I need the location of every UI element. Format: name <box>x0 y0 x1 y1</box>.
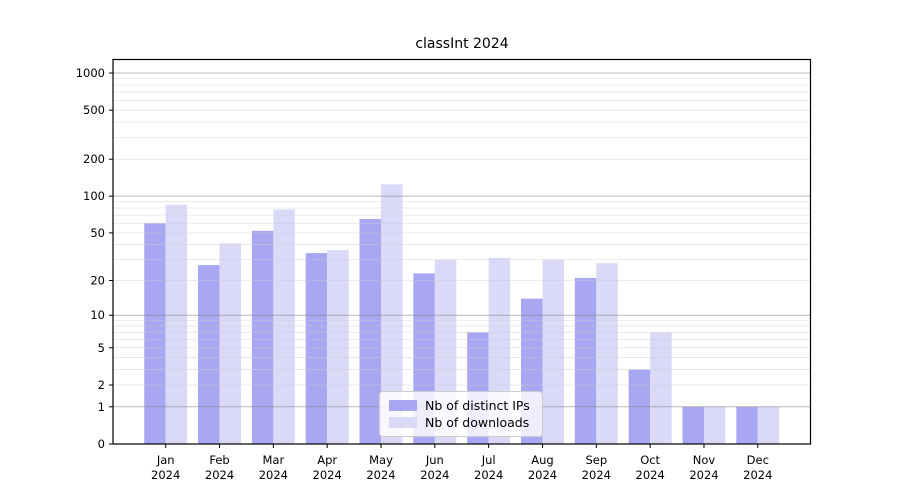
x-tick-label-month: Mar <box>263 453 285 467</box>
legend: Nb of distinct IPs Nb of downloads <box>379 391 543 437</box>
x-tick-label-year: 2024 <box>689 468 718 482</box>
x-tick-label-month: Oct <box>640 453 660 467</box>
bar-ips-nov <box>682 406 704 444</box>
bar-ips-may <box>359 219 382 444</box>
bar-ips-jan <box>144 223 166 444</box>
x-tick-label-year: 2024 <box>528 468 557 482</box>
y-tick-label: 2 <box>98 378 105 392</box>
x-tick-label-year: 2024 <box>151 468 180 482</box>
y-tick-label: 10 <box>90 308 105 322</box>
x-tick-label-month: Dec <box>747 453 769 467</box>
y-tick-label: 1 <box>98 400 105 414</box>
bar-downloads-feb <box>219 243 242 444</box>
bar-ips-feb <box>198 265 220 444</box>
x-tick-label-month: Jul <box>481 453 496 467</box>
x-tick-label-month: Jun <box>425 453 444 467</box>
x-tick-label-month: Apr <box>317 453 337 467</box>
bar-downloads-oct <box>650 332 672 444</box>
x-tick-label-year: 2024 <box>743 468 772 482</box>
y-tick-label: 200 <box>83 152 105 166</box>
bar-downloads-apr <box>327 250 349 444</box>
bar-downloads-jan <box>165 204 188 444</box>
bar-downloads-aug <box>542 259 564 444</box>
x-tick-label-month: Feb <box>209 453 229 467</box>
y-tick-label: 500 <box>83 103 105 117</box>
legend-item-distinct-ips: Nb of distinct IPs <box>389 398 533 414</box>
legend-label-downloads: Nb of downloads <box>425 414 530 430</box>
x-tick-label-month: Jan <box>156 453 175 467</box>
y-tick-label: 20 <box>90 274 105 288</box>
x-tick-label-month: Nov <box>693 453 716 467</box>
legend-swatch-downloads <box>389 417 417 428</box>
y-tick-label: 100 <box>83 189 105 203</box>
bar-downloads-nov <box>703 406 726 444</box>
x-tick-label-year: 2024 <box>582 468 611 482</box>
legend-item-downloads: Nb of downloads <box>389 415 533 431</box>
y-tick-label: 50 <box>90 226 105 240</box>
x-tick-label-month: Sep <box>585 453 607 467</box>
x-tick-label-year: 2024 <box>313 468 342 482</box>
bar-ips-sep <box>574 278 597 444</box>
chart-title: classInt 2024 <box>415 36 509 52</box>
bar-ips-mar <box>251 230 274 444</box>
plot-frame <box>112 58 812 445</box>
y-tick-label: 5 <box>98 341 105 355</box>
y-tick-label: 1000 <box>76 66 105 80</box>
x-tick-label-month: Aug <box>531 453 553 467</box>
x-tick-label-year: 2024 <box>420 468 449 482</box>
x-tick-label-year: 2024 <box>205 468 234 482</box>
bar-ips-apr <box>305 253 328 444</box>
legend-swatch-distinct-ips <box>389 400 417 411</box>
y-tick-label: 0 <box>98 437 105 451</box>
x-tick-label-year: 2024 <box>366 468 395 482</box>
bar-ips-dec <box>736 406 758 444</box>
legend-label-distinct-ips: Nb of distinct IPs <box>425 397 530 413</box>
bar-downloads-may <box>381 184 403 444</box>
x-tick-label-year: 2024 <box>636 468 665 482</box>
bar-downloads-dec <box>757 406 780 444</box>
x-tick-label-month: May <box>369 453 393 467</box>
bar-downloads-sep <box>596 263 618 444</box>
x-tick-label-year: 2024 <box>259 468 288 482</box>
x-tick-label-year: 2024 <box>474 468 503 482</box>
